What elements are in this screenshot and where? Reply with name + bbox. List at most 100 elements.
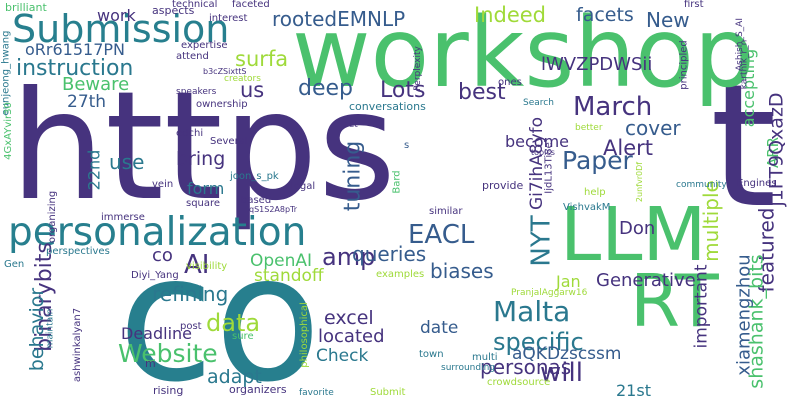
cloud-word-22nd: 22nd — [84, 149, 104, 191]
cloud-word-standoff: standoff — [254, 266, 324, 286]
cloud-word-lots: Lots — [380, 78, 426, 103]
cloud-word-t: t — [710, 48, 777, 246]
cloud-word-m: m — [145, 357, 156, 370]
cloud-word-use: use — [109, 150, 145, 174]
cloud-word-facets: facets — [576, 4, 634, 26]
cloud-word-j1ft9qxazd: j1FT9QxazD — [765, 92, 788, 207]
cloud-word-speakers: speakers — [176, 87, 217, 97]
cloud-word-topics: topics — [531, 148, 555, 157]
cloud-word-faceted: faceted — [232, 0, 270, 10]
cloud-word-specific: specific — [493, 328, 584, 356]
cloud-word-crowdsource: crowdsource — [487, 377, 551, 388]
cloud-word-tuning: tuning — [340, 140, 366, 212]
cloud-word-bard: Bard — [391, 170, 403, 194]
cloud-word-refining: refining — [152, 282, 229, 306]
cloud-word-malta: Malta — [493, 295, 571, 328]
cloud-word-provide: provide — [482, 179, 524, 192]
cloud-word-technical: technical — [172, 0, 218, 10]
cloud-word-biases: biases — [430, 259, 494, 283]
cloud-word-4gxayvir30: 4GxAYvir30 — [2, 102, 14, 160]
cloud-word-ownership: ownership — [196, 99, 248, 110]
cloud-word-multi: multi — [472, 352, 498, 363]
cloud-word-orr61517pn: oRr61517PN — [25, 40, 125, 59]
cloud-word-engines: Engines — [737, 178, 777, 189]
cloud-word-queries: queries — [352, 242, 427, 266]
cloud-word-multiple: multiple — [698, 180, 723, 262]
cloud-word-beware: Beware — [62, 74, 130, 95]
cloud-word-deep: deep — [298, 76, 353, 101]
cloud-word-perplexity: Perplexity — [412, 46, 423, 91]
cloud-word-ai: AI — [184, 250, 210, 280]
cloud-word-website: Website — [118, 339, 218, 368]
cloud-word-us: us — [240, 78, 265, 102]
cloud-word-personas: personas — [480, 355, 572, 379]
cloud-word-square: square — [186, 198, 221, 209]
cloud-word-march: March — [573, 92, 653, 122]
cloud-word-amp: amp — [322, 243, 376, 271]
cloud-word-search: Search — [523, 98, 554, 108]
cloud-word-set: set — [344, 120, 358, 130]
cloud-word-ones: ones — [498, 77, 522, 88]
cloud-word-personalization: personalization — [8, 210, 307, 255]
cloud-word-aqkdzscssm: aQKDzscssm — [512, 344, 622, 364]
cloud-word-organizers: organizers — [229, 383, 287, 396]
cloud-word-s: s — [404, 140, 410, 151]
cloud-word-27th: 27th — [67, 92, 107, 112]
cloud-word-post: post — [180, 321, 202, 332]
cloud-word-data: data — [206, 309, 261, 337]
cloud-word-behavior: behavior — [26, 287, 49, 372]
cloud-word-form: form — [187, 179, 225, 198]
cloud-word-new: New — [646, 8, 690, 32]
cloud-word-brilliant: brilliant — [5, 1, 47, 14]
cloud-word-indeed: Indeed — [474, 3, 547, 27]
cloud-word-surfa: surfa — [235, 47, 289, 71]
cloud-word-rootedemnlp: rootedEMNLP — [272, 7, 406, 31]
cloud-word-submission: Submission — [12, 7, 230, 51]
cloud-word-2unfvr0df: 2unfvr0Df — [635, 161, 645, 203]
cloud-word-conversations: conversations — [349, 100, 426, 113]
cloud-word-check: Check — [316, 346, 369, 366]
cloud-word-work: work — [97, 6, 136, 25]
cloud-word-surrounding: surrounding — [441, 363, 495, 373]
cloud-word-first: first — [684, 0, 704, 10]
cloud-word-become: become — [505, 132, 570, 151]
cloud-word-maintain: maintain — [45, 308, 56, 349]
cloud-word-date: date — [420, 318, 459, 338]
cloud-word-vishvakm: VishvakM — [563, 202, 611, 213]
cloud-word-don: Don — [619, 218, 656, 239]
cloud-word-several: Several — [210, 136, 248, 147]
cloud-word-better: better — [575, 123, 603, 133]
cloud-word-generative: Generative — [596, 270, 696, 291]
cloud-word-co-small: co — [152, 245, 173, 266]
cloud-word-organizing: organizing — [47, 190, 59, 244]
cloud-word-21st: 21st — [616, 381, 651, 400]
cloud-word-https: https — [10, 60, 397, 234]
cloud-word-community: community — [676, 180, 727, 190]
cloud-word-aspects: aspects — [152, 4, 195, 17]
cloud-word-visibility: visibility — [186, 261, 228, 272]
cloud-word-co-large: co — [118, 218, 322, 400]
cloud-word-instruction: instruction — [16, 56, 134, 81]
cloud-word-edchi: edchi — [176, 128, 204, 139]
cloud-word-ijdl13ti8e: IjdL13Ti8e — [543, 142, 555, 194]
cloud-word-workshop: workshop — [292, 0, 755, 109]
cloud-word-adapt: adapt — [207, 366, 262, 388]
cloud-word-sure: sure — [232, 331, 254, 342]
cloud-word-best: best — [458, 80, 506, 105]
cloud-word-examples: examples — [376, 269, 425, 280]
cloud-word-submit: Submit — [370, 387, 406, 398]
cloud-word-paper: Paper — [562, 146, 633, 175]
cloud-word-based: based — [241, 195, 272, 206]
cloud-word-excel: excel — [324, 307, 374, 329]
cloud-word-RT: RT — [630, 259, 719, 343]
cloud-word-town: town — [419, 349, 444, 360]
cloud-word-philosophical: philosophical — [298, 302, 310, 368]
cloud-word-xiamengzhou: xiamengzhou — [733, 254, 755, 376]
cloud-word-cover: cover — [625, 116, 681, 140]
cloud-word-located: located — [318, 326, 385, 347]
cloud-word-pranjalaggarw16: PranjalAggarw16 — [511, 288, 588, 298]
cloud-word-immerse: immerse — [101, 212, 145, 223]
cloud-word-attend: attend — [176, 51, 209, 62]
cloud-word-diyi-yang: Diyi_Yang — [131, 270, 179, 281]
